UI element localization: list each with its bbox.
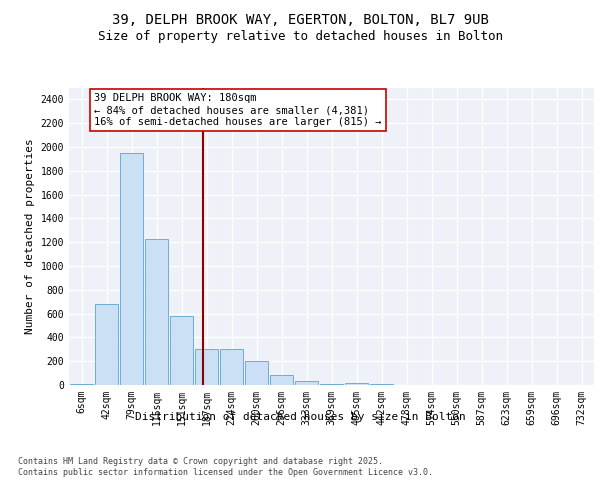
Bar [344, 383, 368, 385]
Bar [170, 316, 193, 385]
Bar [95, 304, 118, 385]
Text: 39, DELPH BROOK WAY, EGERTON, BOLTON, BL7 9UB: 39, DELPH BROOK WAY, EGERTON, BOLTON, BL… [112, 12, 488, 26]
Bar [220, 350, 244, 385]
Bar [370, 384, 394, 385]
Text: Size of property relative to detached houses in Bolton: Size of property relative to detached ho… [97, 30, 503, 43]
Bar [245, 361, 268, 385]
Bar [145, 238, 169, 385]
Bar [119, 153, 143, 385]
Bar [70, 384, 94, 385]
Y-axis label: Number of detached properties: Number of detached properties [25, 138, 35, 334]
Text: Contains HM Land Registry data © Crown copyright and database right 2025.
Contai: Contains HM Land Registry data © Crown c… [18, 458, 433, 477]
Text: 39 DELPH BROOK WAY: 180sqm
← 84% of detached houses are smaller (4,381)
16% of s: 39 DELPH BROOK WAY: 180sqm ← 84% of deta… [94, 94, 382, 126]
Text: Distribution of detached houses by size in Bolton: Distribution of detached houses by size … [134, 412, 466, 422]
Bar [320, 384, 343, 385]
Bar [295, 382, 319, 385]
Bar [269, 376, 293, 385]
Bar [194, 350, 218, 385]
